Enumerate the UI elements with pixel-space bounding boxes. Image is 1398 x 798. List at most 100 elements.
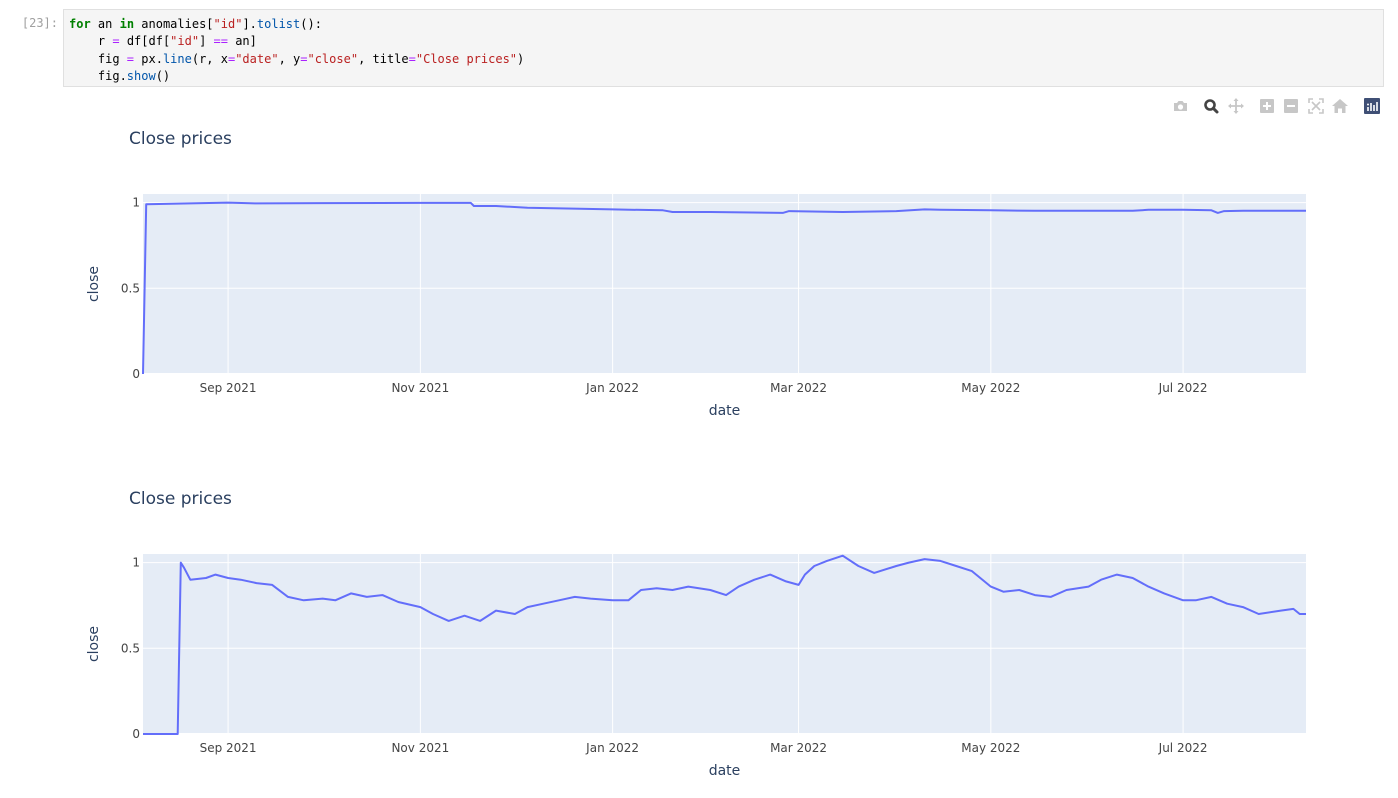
data-point[interactable] xyxy=(670,588,675,593)
data-point[interactable] xyxy=(1032,593,1037,598)
data-point[interactable] xyxy=(969,569,974,574)
data-point[interactable] xyxy=(1086,584,1091,589)
data-point[interactable] xyxy=(1001,589,1006,594)
data-point[interactable] xyxy=(856,564,861,569)
series-line[interactable] xyxy=(143,554,1306,735)
data-point[interactable] xyxy=(1181,207,1186,212)
data-point[interactable] xyxy=(787,209,792,214)
series-line[interactable] xyxy=(142,201,1306,375)
data-point[interactable] xyxy=(1099,577,1104,582)
data-point[interactable] xyxy=(610,598,615,603)
data-point[interactable] xyxy=(922,207,927,212)
data-point[interactable] xyxy=(144,202,149,207)
data-point[interactable] xyxy=(572,594,577,599)
data-point[interactable] xyxy=(1256,612,1261,617)
line-chart[interactable]: 0 0.5 1 Sep 2021 Nov 2021 Jan 2022 Mar 2022 May… xyxy=(63,98,1384,438)
data-point[interactable] xyxy=(1291,606,1296,611)
data-point[interactable] xyxy=(686,584,691,589)
data-point[interactable] xyxy=(1162,591,1167,596)
data-point[interactable] xyxy=(872,570,877,575)
data-point[interactable] xyxy=(824,558,829,563)
figure-2[interactable]: 0 0.5 1 Sep 2021 Nov 2021 Jan 2022 Mar 2022 May… xyxy=(63,458,1384,798)
data-point[interactable] xyxy=(478,618,483,623)
zoom-icon[interactable] xyxy=(1202,96,1220,116)
data-point[interactable] xyxy=(626,598,631,603)
data-point[interactable] xyxy=(1181,598,1186,603)
code-editor[interactable]: for an in anomalies["id"].tolist(): r = … xyxy=(64,10,1383,85)
data-point[interactable] xyxy=(349,591,354,596)
data-point[interactable] xyxy=(1278,608,1283,613)
data-point[interactable] xyxy=(708,210,713,215)
data-point[interactable] xyxy=(783,579,788,584)
data-point[interactable] xyxy=(181,565,186,570)
data-point[interactable] xyxy=(708,588,713,593)
data-point[interactable] xyxy=(226,200,231,205)
plot-area[interactable] xyxy=(143,554,1306,734)
data-point[interactable] xyxy=(752,577,757,582)
data-point[interactable] xyxy=(1240,208,1245,213)
data-point[interactable] xyxy=(988,584,993,589)
data-point[interactable] xyxy=(1209,208,1214,213)
data-point[interactable] xyxy=(588,596,593,601)
zoom-in-icon[interactable] xyxy=(1258,96,1276,116)
data-point[interactable] xyxy=(178,560,183,565)
data-point[interactable] xyxy=(512,612,517,617)
data-point[interactable] xyxy=(1304,208,1309,213)
line-chart[interactable]: 0 0.5 1 Sep 2021 Nov 2021 Jan 2022 Mar 2022 May… xyxy=(63,458,1384,798)
data-point[interactable] xyxy=(954,564,959,569)
data-point[interactable] xyxy=(1130,208,1135,213)
data-point[interactable] xyxy=(812,564,817,569)
autoscale-icon[interactable] xyxy=(1307,96,1325,116)
data-point[interactable] xyxy=(1146,207,1151,212)
data-point[interactable] xyxy=(1017,588,1022,593)
data-point[interactable] xyxy=(1146,584,1151,589)
home-icon[interactable] xyxy=(1331,96,1349,116)
data-point[interactable] xyxy=(724,593,729,598)
data-point[interactable] xyxy=(736,584,741,589)
data-point[interactable] xyxy=(188,577,193,582)
data-point[interactable] xyxy=(1209,594,1214,599)
data-point[interactable] xyxy=(894,564,899,569)
data-point[interactable] xyxy=(922,557,927,562)
data-point[interactable] xyxy=(364,594,369,599)
figure-1[interactable]: 0 0.5 1 Sep 2021 Nov 2021 Jan 2022 Mar 2022 May… xyxy=(63,98,1384,438)
data-point[interactable] xyxy=(1215,210,1220,215)
camera-icon[interactable] xyxy=(1171,96,1189,116)
data-point[interactable] xyxy=(285,594,290,599)
data-point[interactable] xyxy=(780,210,785,215)
data-point[interactable] xyxy=(1032,208,1037,213)
data-point[interactable] xyxy=(1222,209,1227,214)
data-point[interactable] xyxy=(1114,572,1119,577)
data-point[interactable] xyxy=(462,613,467,618)
data-point[interactable] xyxy=(938,558,943,563)
data-point[interactable] xyxy=(938,207,943,212)
data-point[interactable] xyxy=(1240,605,1245,610)
data-point[interactable] xyxy=(1225,601,1230,606)
data-point[interactable] xyxy=(1297,612,1302,617)
data-point[interactable] xyxy=(1086,208,1091,213)
data-point[interactable] xyxy=(380,593,385,598)
pan-icon[interactable] xyxy=(1227,96,1245,116)
data-point[interactable] xyxy=(796,582,801,587)
data-point[interactable] xyxy=(418,605,423,610)
data-point[interactable] xyxy=(638,588,643,593)
data-point[interactable] xyxy=(1130,576,1135,581)
data-point[interactable] xyxy=(493,608,498,613)
data-point[interactable] xyxy=(988,208,993,213)
data-point[interactable] xyxy=(661,208,666,213)
data-point[interactable] xyxy=(541,601,546,606)
data-point[interactable] xyxy=(141,372,146,377)
data-point[interactable] xyxy=(204,576,209,581)
data-point[interactable] xyxy=(418,200,423,205)
data-point[interactable] xyxy=(430,612,435,617)
data-point[interactable] xyxy=(320,201,325,206)
data-point[interactable] xyxy=(670,210,675,215)
data-point[interactable] xyxy=(654,586,659,591)
data-point[interactable] xyxy=(906,560,911,565)
code-cell[interactable]: for an in anomalies["id"].tolist(): r = … xyxy=(63,9,1384,87)
data-point[interactable] xyxy=(840,553,845,558)
data-point[interactable] xyxy=(446,618,451,623)
data-point[interactable] xyxy=(1304,612,1309,617)
data-point[interactable] xyxy=(175,732,180,737)
data-point[interactable] xyxy=(254,581,259,586)
